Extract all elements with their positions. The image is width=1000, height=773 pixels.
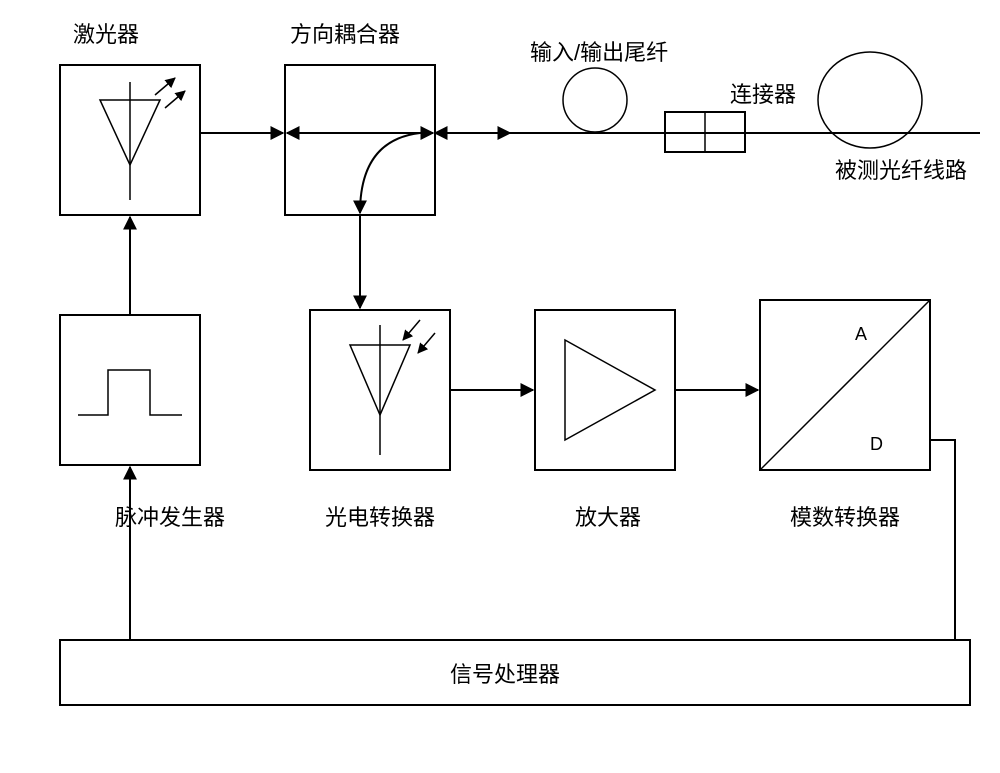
coupler-box — [285, 65, 435, 215]
coupler-inner-icon — [287, 133, 433, 213]
adc-a-label: A — [855, 324, 867, 344]
adc-icon: A D — [760, 300, 930, 470]
adc-to-processor-line — [930, 440, 955, 640]
fiber-under-test-label: 被测光纤线路 — [835, 158, 967, 183]
amplifier-label: 放大器 — [575, 505, 641, 530]
amplifier-icon — [565, 340, 655, 440]
processor-label: 信号处理器 — [450, 662, 560, 687]
pulse-generator-box — [60, 315, 200, 465]
laser-icon — [100, 78, 185, 200]
connector-label: 连接器 — [730, 82, 796, 107]
coupler-label: 方向耦合器 — [290, 22, 400, 47]
optoelec-label: 光电转换器 — [325, 505, 435, 530]
pulse-icon — [78, 370, 182, 415]
adc-d-label: D — [870, 434, 883, 454]
photodetector-icon — [350, 320, 435, 455]
laser-label: 激光器 — [73, 22, 139, 47]
pulse-label: 脉冲发生器 — [115, 505, 225, 530]
adc-label: 模数转换器 — [790, 505, 900, 530]
pigtail-coil-icon — [563, 68, 627, 132]
pigtail-label: 输入/输出尾纤 — [530, 40, 668, 65]
